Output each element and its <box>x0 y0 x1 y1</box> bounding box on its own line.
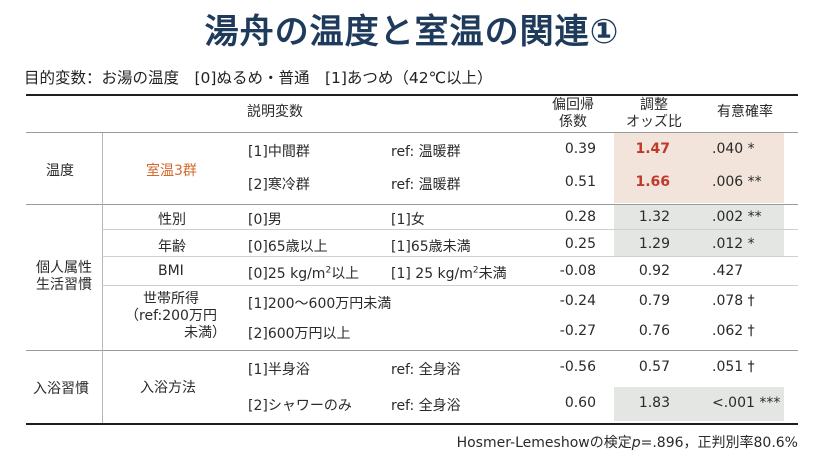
header-odds-ratio: 調整 オッズ比 <box>616 97 692 131</box>
variable-bath-method: 入浴方法 <box>140 380 196 396</box>
shade-shower-block <box>614 387 784 421</box>
row-odds-ratio: 1.32 <box>638 209 670 225</box>
row-p-value: <.001 *** <box>712 395 781 411</box>
table-bottom-rule <box>26 423 798 425</box>
footnote-p-symbol: p <box>631 435 641 451</box>
header-rule <box>26 132 798 133</box>
row-coefficient: 0.39 <box>564 141 596 157</box>
footnote-suffix: =.896，正判別率80.6% <box>640 435 798 451</box>
row-reference: ref: 温暖群 <box>391 177 461 193</box>
row-coefficient: 0.28 <box>564 209 596 225</box>
bath-group-rule <box>26 350 798 351</box>
row-reference: [1] 25 kg/m2未満 <box>391 265 507 282</box>
row-odds-ratio: 0.79 <box>638 293 670 309</box>
variable-subrule-bmi <box>102 285 798 286</box>
header-coefficient-line1: 偏回帰 <box>552 97 594 113</box>
header-p-value: 有意確率 <box>717 104 773 120</box>
row-reference: ref: 温暖群 <box>391 144 461 160</box>
variable-sex: 性別 <box>158 212 186 228</box>
bmi-suffix: 未満 <box>478 266 507 282</box>
row-level: [1]半身浴 <box>248 362 310 378</box>
row-coefficient: -0.08 <box>559 263 596 279</box>
row-p-value: .062 † <box>712 323 755 339</box>
row-level: [2]寒冷群 <box>248 177 310 193</box>
row-p-value: .006 ** <box>712 174 762 190</box>
row-level: [0]25 kg/m2以上 <box>248 265 360 282</box>
row-coefficient: 0.25 <box>564 236 596 252</box>
row-reference: [1]女 <box>391 212 425 228</box>
group-bathing: 入浴習慣 <box>33 381 89 397</box>
row-level: [1]中間群 <box>248 144 310 160</box>
variable-bmi: BMI <box>158 263 184 279</box>
model-fit-footnote: Hosmer-Lemeshowの検定p=.896，正判別率80.6% <box>0 432 798 452</box>
row-reference: ref: 全身浴 <box>391 398 461 414</box>
row-p-value: .051 † <box>712 359 755 375</box>
unit-superscript: 2 <box>325 265 332 276</box>
row-coefficient: -0.27 <box>559 323 596 339</box>
variable-subrule-sex <box>102 229 798 230</box>
variable-age: 年齢 <box>158 239 186 255</box>
header-explanatory: 説明変数 <box>247 104 303 120</box>
row-odds-ratio: 1.29 <box>638 236 670 252</box>
row-level: [2]600万円以上 <box>248 326 351 342</box>
table-top-rule <box>26 94 798 96</box>
shade-temp-block <box>614 133 784 203</box>
bmi-suffix: 以上 <box>331 266 360 282</box>
row-reference: ref: 全身浴 <box>391 362 461 378</box>
row-level: [0]65歳以上 <box>248 239 328 255</box>
row-reference: [1]65歳未満 <box>391 239 471 255</box>
row-level: [1]200～600万円未満 <box>248 296 392 312</box>
row-p-value: .427 <box>712 263 744 279</box>
row-odds-ratio: 0.57 <box>638 359 670 375</box>
row-level: [0]男 <box>248 212 282 228</box>
unit-superscript: 2 <box>472 265 479 276</box>
group-personal: 個人属性 生活習慣 <box>26 260 102 294</box>
row-coefficient: 0.60 <box>564 395 596 411</box>
group-temperature: 温度 <box>46 163 74 179</box>
variable-income-line3: 未満） <box>184 325 226 341</box>
row-level: [2]シャワーのみ <box>248 398 352 414</box>
row-odds-ratio: 0.76 <box>638 323 670 339</box>
row-odds-ratio: 1.66 <box>635 174 670 190</box>
header-coefficient: 偏回帰 係数 <box>538 97 608 131</box>
group-personal-line1: 個人属性 <box>36 260 92 276</box>
row-odds-ratio: 1.47 <box>635 141 670 157</box>
variable-income-line2: （ref:200万円 <box>125 308 217 324</box>
footnote-prefix: Hosmer-Lemeshowの検定 <box>456 435 632 451</box>
row-odds-ratio: 0.92 <box>638 263 670 279</box>
row-p-value: .040 * <box>712 141 755 157</box>
variable-income: 世帯所得 （ref:200万円 未満） <box>104 291 238 342</box>
row-odds-ratio: 1.83 <box>638 395 670 411</box>
row-coefficient: -0.56 <box>559 359 596 375</box>
group-personal-line2: 生活習慣 <box>36 277 92 293</box>
header-odds-ratio-line1: 調整 <box>640 97 668 113</box>
temp-group-rule <box>26 204 798 205</box>
page-title: 湯舟の温度と室温の関連① <box>204 12 620 52</box>
variable-income-line1: 世帯所得 <box>143 291 199 307</box>
variable-subrule-age <box>102 256 798 257</box>
row-p-value: .002 ** <box>712 209 762 225</box>
header-coefficient-line2: 係数 <box>559 114 587 130</box>
variable-room-temp: 室温3群 <box>146 163 197 179</box>
row-p-value: .012 * <box>712 236 755 252</box>
row-p-value: .078 † <box>712 293 755 309</box>
group-column-divider <box>102 133 103 423</box>
shade-sex-age-block <box>614 205 784 257</box>
row-coefficient: 0.51 <box>564 174 596 190</box>
header-odds-ratio-line2: オッズ比 <box>626 114 682 130</box>
row-coefficient: -0.24 <box>559 293 596 309</box>
dependent-variable-description: 目的変数：お湯の温度 [0]ぬるめ・普通 [1]あつめ（42℃以上） <box>24 69 493 87</box>
